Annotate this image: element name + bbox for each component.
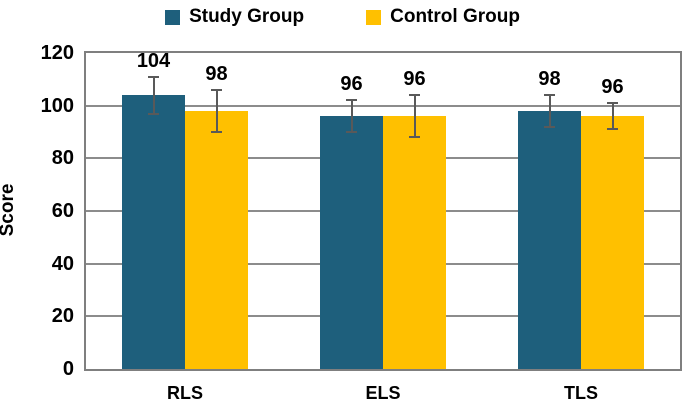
y-axis-tick-label: 40	[51, 252, 74, 275]
legend-item-study-group: Study Group	[165, 6, 304, 28]
error-bar-cap	[346, 131, 357, 133]
x-axis-label: TLS	[564, 383, 598, 403]
y-axis-tick-label: 120	[40, 42, 74, 64]
error-bar-cap	[148, 75, 159, 78]
error-bar-line	[548, 95, 551, 127]
y-axis-tick-label: 60	[51, 200, 74, 222]
legend: Study Group Control Group	[0, 2, 685, 32]
error-bar-cap	[544, 94, 555, 97]
error-bar-cap	[607, 102, 618, 105]
plot-area: 104 98 96 96 98 96	[84, 49, 682, 371]
bar	[518, 110, 581, 369]
bar-value-label: 96	[340, 73, 363, 96]
error-bar-cap	[148, 112, 159, 115]
error-bar-cap	[346, 99, 357, 102]
bar	[122, 95, 185, 369]
bar	[383, 116, 446, 369]
y-axis-tick-label: 0	[62, 358, 74, 380]
x-axis: RLS ELS TLS	[0, 382, 685, 408]
x-axis-label: RLS	[167, 383, 203, 403]
error-bar-cap	[211, 131, 222, 133]
bar-value-label: 104	[136, 49, 171, 72]
error-bar-line	[413, 95, 416, 138]
error-bar-line	[611, 103, 614, 130]
gridline	[86, 104, 680, 107]
bar	[320, 116, 383, 369]
bar-value-label: 96	[601, 76, 624, 99]
y-axis-tick-label: 80	[51, 147, 74, 170]
error-bar-line	[152, 76, 155, 114]
bar-value-label: 98	[205, 62, 228, 85]
bar-value-label: 96	[403, 68, 426, 91]
bar-value-label: 98	[538, 68, 561, 91]
error-bar-line	[350, 100, 353, 132]
legend-label: Control Group	[390, 6, 520, 27]
bar	[581, 116, 644, 369]
legend-label: Study Group	[189, 6, 305, 27]
error-bar-cap	[409, 136, 420, 139]
bar	[185, 110, 248, 369]
error-bar-cap	[544, 125, 555, 128]
legend-swatch	[366, 9, 382, 25]
y-axis-tick-label: 100	[40, 94, 74, 117]
error-bar-cap	[607, 128, 618, 131]
legend-item-control-group: Control Group	[366, 6, 520, 28]
y-axis-tick-label: 20	[51, 305, 74, 328]
x-axis-label: ELS	[365, 383, 401, 403]
legend-swatch	[165, 9, 181, 25]
error-bar-cap	[409, 94, 420, 97]
error-bar-line	[215, 89, 218, 132]
error-bar-cap	[211, 88, 222, 91]
